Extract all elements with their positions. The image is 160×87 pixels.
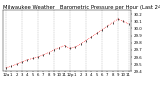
Text: Milwaukee Weather   Barometric Pressure per Hour (Last 24 Hours): Milwaukee Weather Barometric Pressure pe… xyxy=(3,5,160,10)
